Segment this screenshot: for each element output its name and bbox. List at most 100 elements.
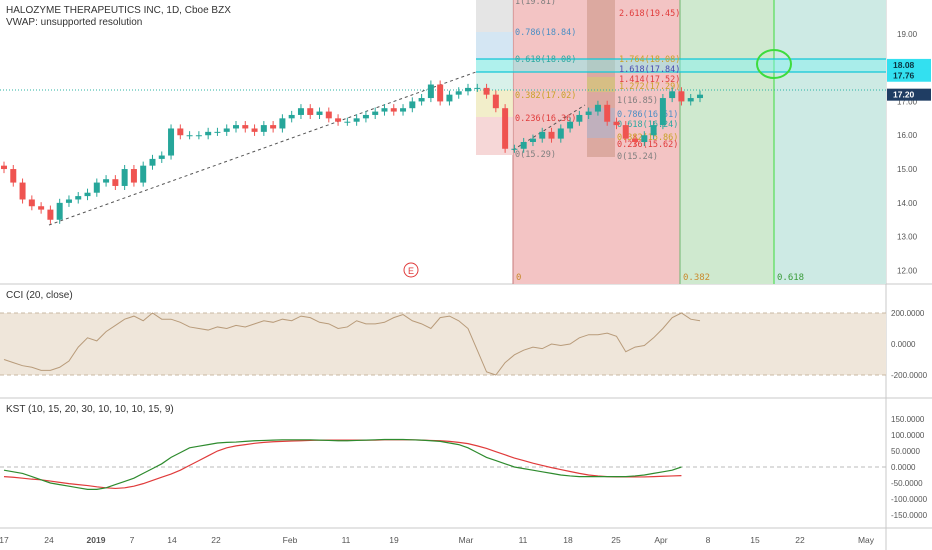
candle-body bbox=[492, 94, 499, 109]
candle-body bbox=[613, 121, 620, 126]
candle-body bbox=[242, 125, 249, 129]
fib-extension-label: 0.236(15.62) bbox=[617, 140, 678, 150]
symbol-title: HALOZYME THERAPEUTICS INC, 1D, Cboe BZX bbox=[6, 5, 231, 16]
vwap-label: VWAP: unsupported resolution bbox=[6, 17, 142, 28]
time-axis-label: 15 bbox=[750, 535, 760, 545]
candle-body bbox=[205, 131, 212, 136]
fib-extension-band bbox=[587, 77, 615, 92]
kst-tick-label: -150.0000 bbox=[891, 511, 928, 520]
fib-time-zone-label: 0 bbox=[516, 273, 521, 283]
fib-extension-label: 1.764(18.08) bbox=[619, 55, 680, 65]
price-badge-label: 17.76 bbox=[893, 71, 915, 81]
candle-body bbox=[622, 125, 629, 139]
time-axis-label: 17 bbox=[0, 535, 9, 545]
candle-body bbox=[400, 108, 407, 112]
earnings-marker[interactable] bbox=[403, 262, 419, 278]
fib-retracement-label: 0.618(18.08) bbox=[515, 55, 576, 65]
price-badge bbox=[887, 58, 931, 71]
fib-extension-label: 0.382(15.86) bbox=[617, 133, 678, 143]
candle-body bbox=[1, 165, 7, 170]
cci-tick-label: 200.0000 bbox=[891, 309, 925, 318]
kst-signal-line bbox=[3, 439, 682, 490]
candle-body bbox=[279, 118, 286, 129]
candle-body bbox=[455, 91, 462, 95]
candle-body bbox=[418, 98, 425, 102]
fib-retracement-label: 0.236(16.36) bbox=[515, 114, 576, 124]
time-axis-label: 11 bbox=[342, 535, 351, 545]
candle-body bbox=[669, 91, 676, 99]
time-axis-label: 19 bbox=[389, 535, 399, 545]
fib-extension-label: 2.618(19.45) bbox=[619, 9, 680, 19]
candle-body bbox=[659, 98, 666, 126]
candle-body bbox=[687, 98, 694, 102]
time-axis-label: 22 bbox=[211, 535, 221, 545]
candle-body bbox=[325, 111, 332, 119]
candle-body bbox=[75, 196, 82, 200]
price-badge-label: 17.20 bbox=[893, 90, 915, 100]
price-tick-label: 15.00 bbox=[897, 165, 918, 174]
candle-body bbox=[307, 108, 314, 115]
candle-body bbox=[251, 128, 258, 132]
cci-title: CCI (20, close) bbox=[6, 290, 73, 301]
candle-body bbox=[10, 169, 17, 183]
candle-body bbox=[260, 125, 267, 132]
kst-tick-label: -100.0000 bbox=[891, 495, 928, 504]
candle-body bbox=[335, 118, 342, 122]
candle-body bbox=[344, 121, 351, 123]
fib-retracement-band bbox=[476, 32, 513, 59]
fib-time-zone-label: 0.618 bbox=[777, 273, 804, 283]
time-axis-label: Feb bbox=[283, 535, 298, 545]
fib-time-zone-teal bbox=[774, 0, 886, 284]
time-axis-label: 24 bbox=[44, 535, 54, 545]
candle-body bbox=[270, 125, 277, 129]
candle-body bbox=[474, 87, 481, 89]
candle-body bbox=[678, 91, 685, 102]
kst-tick-label: 150.0000 bbox=[891, 415, 925, 424]
price-badge bbox=[887, 69, 931, 82]
candle-body bbox=[149, 158, 156, 166]
candle-body bbox=[539, 131, 546, 139]
candle-body bbox=[409, 101, 416, 109]
time-axis-label: 7 bbox=[130, 535, 135, 545]
candle-body bbox=[585, 111, 592, 115]
fib-retracement-label: 0(15.29) bbox=[515, 150, 556, 160]
kst-title: KST (10, 15, 20, 30, 10, 10, 10, 15, 9) bbox=[6, 404, 174, 415]
candle-body bbox=[168, 128, 175, 156]
candle-body bbox=[233, 125, 239, 129]
cci-tick-label: 0.0000 bbox=[891, 340, 916, 349]
candle-body bbox=[520, 142, 527, 149]
candle-body bbox=[390, 108, 397, 112]
candle-body bbox=[103, 179, 110, 183]
time-axis-label: Apr bbox=[654, 535, 667, 545]
time-axis-label: Mar bbox=[459, 535, 474, 545]
candle-body bbox=[288, 114, 295, 119]
candle-body bbox=[437, 84, 444, 102]
candle-body bbox=[140, 165, 147, 183]
fib-retracement-label: 0.382(17.02) bbox=[515, 91, 576, 101]
candle-body bbox=[557, 128, 564, 139]
fib-extension-label: 0.618(16.24) bbox=[617, 120, 678, 130]
time-axis-label: 11 bbox=[519, 535, 528, 545]
fib-retracement-label: 0.786(18.84) bbox=[515, 28, 576, 38]
candle-body bbox=[56, 202, 63, 220]
candle-body bbox=[93, 182, 100, 193]
candle-body bbox=[650, 125, 657, 136]
candle-body bbox=[223, 128, 230, 132]
candle-body bbox=[84, 192, 91, 197]
price-tick-label: 12.00 bbox=[897, 266, 918, 275]
price-tick-label: 17.00 bbox=[897, 97, 918, 106]
price-badge bbox=[887, 88, 931, 101]
price-badge-label: 18.08 bbox=[893, 60, 915, 70]
candle-body bbox=[465, 87, 471, 92]
fib-extension-band bbox=[587, 108, 615, 138]
candle-body bbox=[604, 104, 611, 122]
fib-extension-label: 0.786(16.51) bbox=[617, 110, 678, 120]
candle-body bbox=[195, 135, 202, 137]
time-axis-label: 22 bbox=[795, 535, 805, 545]
time-axis-label: May bbox=[858, 535, 875, 545]
candle-body bbox=[576, 114, 583, 122]
candle-body bbox=[697, 94, 703, 99]
candle-body bbox=[130, 169, 137, 183]
kst-tick-label: -50.0000 bbox=[891, 479, 923, 488]
